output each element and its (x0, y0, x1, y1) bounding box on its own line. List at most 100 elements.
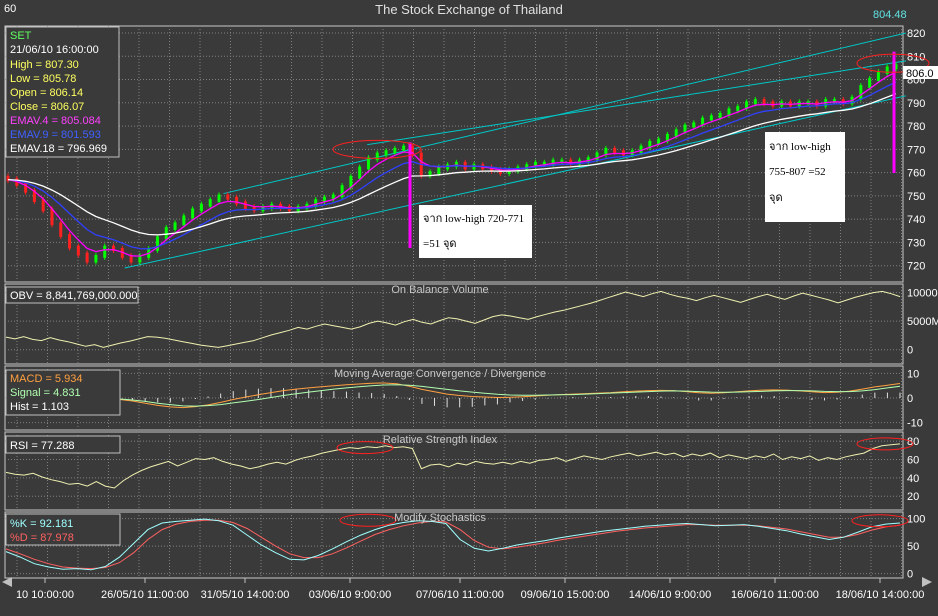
candle-body (832, 99, 836, 102)
x-tick-label: 31/05/10 14:00:00 (201, 589, 290, 601)
ema-lines (7, 71, 897, 257)
candle-body (868, 78, 872, 88)
candle-body (657, 138, 661, 144)
y-tick-label: 770 (907, 144, 925, 156)
obv-title: On Balance Volume (391, 284, 488, 296)
candle-body (762, 99, 766, 105)
ema9-line (7, 81, 897, 250)
x-tick-label: 16/06/10 11:00:00 (731, 589, 819, 601)
candle-body (252, 206, 256, 212)
price-info-box: SET 21/06/10 16:00:00 High = 807.30 Low … (5, 26, 120, 158)
stoch-d-label: %D = 87.978 (10, 532, 74, 544)
candle-body (859, 85, 863, 100)
candle-body (235, 196, 239, 205)
obv-label-box: OBV = 8,841,769,000.000 (5, 286, 139, 304)
annotation-markers (332, 51, 930, 248)
candle-body (621, 150, 625, 156)
obv-line (5, 290, 901, 348)
price-tag: 806.0 (903, 66, 938, 80)
candle-body (613, 147, 617, 154)
macd-label: MACD = 5.934 (10, 373, 82, 385)
candle-body (85, 252, 89, 263)
candle-body (534, 161, 538, 168)
price-tag-text: 806.0 (906, 68, 934, 80)
x-axis-labels: 10 10:00:00 26/05/10 11:00:00 31/05/10 14:… (16, 578, 924, 601)
panel-frame (4, 25, 904, 283)
candle-body (692, 122, 696, 128)
candle-body (32, 189, 36, 202)
highlight-ellipse (856, 53, 930, 73)
highlight-ellipse (339, 513, 397, 527)
y-tick-label: 820 (907, 28, 925, 40)
y-tick-label: 810 (907, 51, 925, 63)
candle-body (402, 145, 406, 151)
candle-body (586, 157, 590, 163)
y-tick-label: 720 (907, 261, 925, 273)
y-tick-label: 40 (907, 473, 919, 485)
macd-series (119, 382, 901, 409)
y-tick-label: 60 (907, 455, 919, 467)
annotation-1-line-1: จาก low-high 720-771 (423, 213, 524, 225)
y-tick-label: 80 (907, 436, 919, 448)
candle-body (217, 194, 221, 202)
y-tick-label: 50 (907, 541, 919, 553)
candle-body (410, 145, 414, 156)
candle-body (595, 152, 599, 161)
candle-body (138, 255, 142, 263)
candle-body (41, 199, 45, 212)
highlight-ellipse (336, 441, 394, 455)
x-tick-label: 18/06/10 14:00:00 (836, 589, 925, 601)
stochastic-series (5, 513, 909, 571)
channel-line (367, 60, 907, 146)
channel-line (124, 95, 907, 269)
chart-title: The Stock Exchange of Thailand (375, 2, 563, 17)
candle-body (894, 64, 898, 70)
candle-body (718, 113, 722, 119)
rsi-title: Relative Strength Index (383, 434, 498, 446)
candle-body (191, 208, 195, 219)
stoch-k-label: %K = 92.181 (10, 518, 73, 530)
ema18-line (7, 93, 897, 236)
candle-body (701, 117, 705, 126)
macd-title: Moving Average Convergence / Divergence (334, 368, 546, 380)
y-tick-label: 740 (907, 214, 925, 226)
y-tick-label: 0 (907, 569, 913, 581)
x-tick-label: 26/05/10 11:00:00 (101, 589, 189, 601)
candle-body (569, 159, 573, 165)
candle-body (736, 106, 740, 112)
channel-line (223, 32, 907, 195)
trend-channel-lines (124, 32, 907, 269)
candle-body (6, 175, 10, 181)
candle-body (472, 164, 476, 170)
stoch-k-line (5, 518, 901, 571)
y-tick-label: -10 (907, 418, 923, 430)
highlight-ellipse (332, 139, 422, 159)
candle-body (525, 164, 529, 170)
y-tick-label: 750 (907, 191, 925, 203)
candle-body (331, 194, 335, 200)
y-tick-label: 5000M (907, 316, 938, 328)
last-value: 804.48 (873, 9, 907, 21)
scroll-right-icon[interactable] (922, 577, 932, 587)
panel-frame (4, 431, 904, 511)
rsi-label: RSI = 77.288 (10, 440, 75, 452)
candle-body (639, 145, 643, 154)
candle-body (551, 159, 555, 165)
annotation-2-line-3: จุด (769, 192, 783, 204)
candle-body (358, 166, 362, 179)
candle-body (59, 222, 63, 237)
y-tick-label: 10000 (907, 288, 938, 300)
candle-body (199, 203, 203, 212)
scroll-left-icon[interactable] (2, 577, 12, 587)
info-symbol: SET (10, 30, 32, 42)
y-tick-label: 730 (907, 237, 925, 249)
info-emav18: EMAV.18 = 796.969 (10, 143, 107, 155)
rsi-series (5, 437, 914, 489)
x-tick-label: 10 10:00:00 (16, 589, 74, 601)
y-tick-label: 760 (907, 168, 925, 180)
annotation-box-1: จาก low-high 720-771 =51 จุด (419, 205, 532, 258)
x-tick-label: 14/06/10 9:00:00 (629, 589, 712, 601)
candle-body (103, 245, 107, 258)
rsi-label-box: RSI = 77.288 (5, 435, 121, 454)
